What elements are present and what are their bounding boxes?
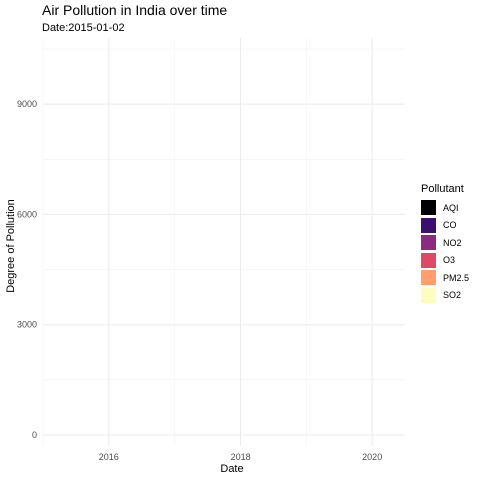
legend-item: PM2.5 [421,269,469,287]
legend-item: SO2 [421,287,469,305]
legend-swatch [421,235,436,251]
legend-swatch [421,252,436,268]
legend: Pollutant AQI CO NO2 O3 PM2.5 SO2 [421,183,469,304]
legend-label: PM2.5 [443,272,470,283]
y-axis-title: Degree of Pollution [5,199,17,293]
legend-item: NO2 [421,234,469,252]
legend-title: Pollutant [421,183,464,195]
chart-title: Air Pollution in India over time [42,2,228,18]
y-tick-label: 0 [32,430,37,440]
legend-label: CO [443,220,457,231]
legend-item: CO [421,217,469,235]
legend-label: O3 [443,255,456,266]
legend-item: O3 [421,252,469,270]
legend-swatch [421,217,436,233]
legend-item: AQI [421,199,469,217]
legend-swatch [421,200,436,216]
x-tick-label: 2020 [362,452,382,462]
legend-swatch [421,287,436,303]
chart-subtitle: Date:2015-01-02 [42,22,125,34]
x-tick-label: 2018 [231,452,251,462]
legend-label: SO2 [443,290,462,301]
y-tick-label: 6000 [17,209,37,219]
x-tick-label: 2016 [99,452,119,462]
y-tick-label: 3000 [17,320,37,330]
x-axis-title: Date [220,463,243,475]
legend-label: NO2 [443,237,462,248]
legend-swatch [421,270,436,286]
y-tick-label: 9000 [17,99,37,109]
legend-label: AQI [443,202,459,213]
